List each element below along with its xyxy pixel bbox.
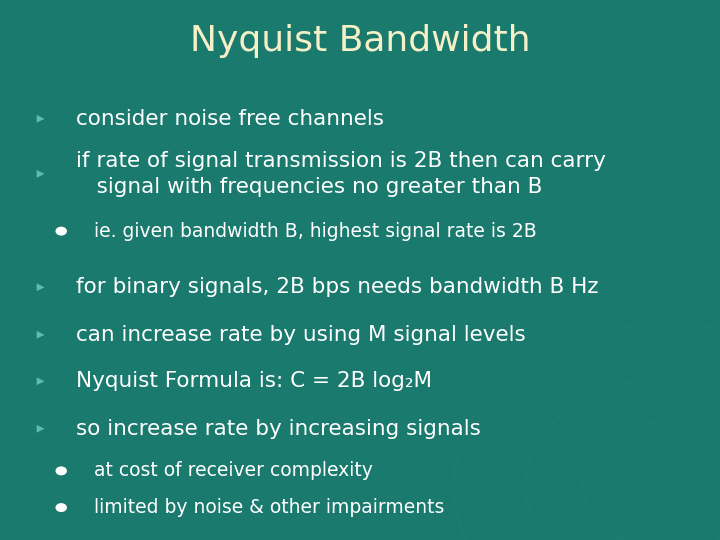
- Text: at cost of receiver complexity: at cost of receiver complexity: [94, 461, 372, 481]
- Circle shape: [56, 467, 66, 475]
- Text: limited by noise & other impairments: limited by noise & other impairments: [94, 498, 444, 517]
- Text: ie. given bandwidth B, highest signal rate is 2B: ie. given bandwidth B, highest signal ra…: [94, 221, 536, 241]
- Text: so increase rate by increasing signals: so increase rate by increasing signals: [76, 418, 480, 439]
- Text: consider noise free channels: consider noise free channels: [76, 109, 384, 129]
- Text: Nyquist Formula is: C = 2B log₂M: Nyquist Formula is: C = 2B log₂M: [76, 371, 431, 392]
- Circle shape: [56, 227, 66, 235]
- Text: can increase rate by using M signal levels: can increase rate by using M signal leve…: [76, 325, 526, 345]
- Text: Nyquist Bandwidth: Nyquist Bandwidth: [189, 24, 531, 58]
- Text: if rate of signal transmission is 2B then can carry
   signal with frequencies n: if rate of signal transmission is 2B the…: [76, 151, 606, 197]
- Text: for binary signals, 2B bps needs bandwidth B Hz: for binary signals, 2B bps needs bandwid…: [76, 277, 598, 298]
- Circle shape: [56, 504, 66, 511]
